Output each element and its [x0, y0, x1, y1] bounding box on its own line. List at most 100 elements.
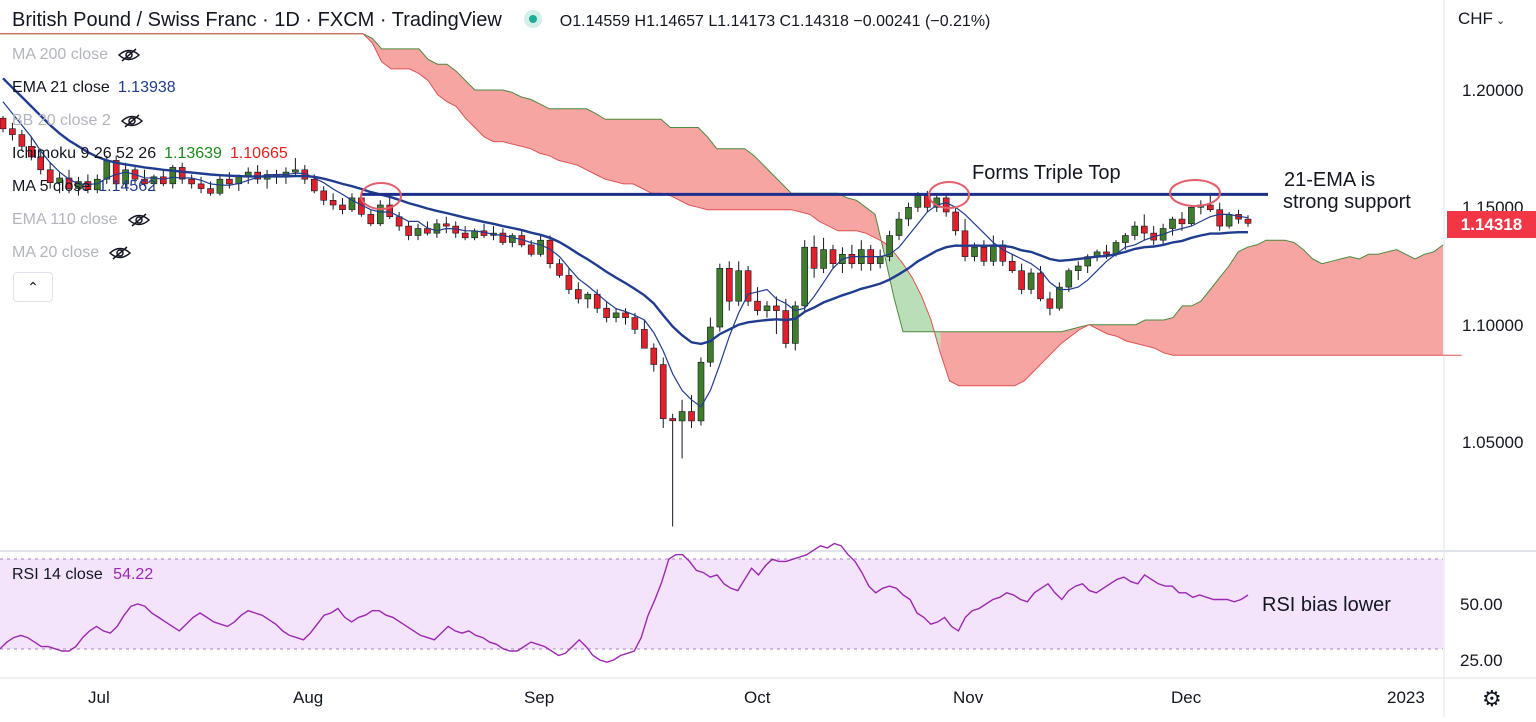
rsi-legend[interactable]: RSI 14 close 54.22 — [12, 566, 153, 584]
candle-down — [84, 181, 92, 190]
candle-up — [1131, 225, 1139, 236]
candle-up — [1225, 214, 1233, 227]
legend-row[interactable]: MA 200 close — [12, 46, 141, 64]
candle-up — [150, 176, 158, 185]
legend-row[interactable]: BB 20 close 2 — [12, 112, 143, 130]
candle-down — [1008, 260, 1016, 271]
candle-down — [725, 267, 733, 302]
time-tick: Sep — [524, 688, 555, 707]
time-tick: Jul — [88, 688, 110, 707]
candle-up — [1027, 272, 1035, 290]
candle-down — [0, 117, 7, 130]
candle-up — [433, 223, 441, 234]
legend-label: MA 200 close — [12, 46, 109, 63]
collapse-legend-button[interactable]: ⌃ — [13, 272, 53, 302]
hidden-eye-icon[interactable] — [120, 114, 143, 128]
candle-up — [1169, 218, 1176, 229]
candle-down — [1207, 204, 1214, 210]
annotation-rsi: RSI bias lower — [1262, 594, 1391, 616]
candle-down — [942, 197, 950, 213]
currency-label: CHF — [1458, 9, 1493, 28]
candle-down — [197, 183, 205, 189]
ohlc-close: C1.14318 — [779, 13, 849, 30]
candle-down — [310, 178, 318, 192]
currency-selector[interactable]: CHF ⌄ — [1458, 9, 1505, 29]
candle-down — [565, 275, 573, 290]
candle-down — [782, 310, 790, 344]
candle-up — [791, 305, 799, 344]
hidden-eye-icon[interactable] — [118, 48, 141, 62]
candle-up — [1056, 286, 1063, 309]
market-status-icon — [523, 10, 542, 29]
candle-up — [914, 195, 922, 208]
candle-up — [292, 169, 299, 173]
annotation-ema-line2: strong support — [1283, 191, 1411, 213]
candle-up — [876, 256, 884, 264]
cloud-bearish — [940, 240, 1443, 386]
candle-down — [320, 190, 328, 201]
candle-down — [603, 307, 610, 318]
cloud-bullish — [884, 242, 941, 353]
legend-value: 1.10665 — [229, 145, 288, 162]
top-marker-circle — [928, 181, 970, 209]
candle-down — [556, 263, 563, 276]
rsi-legend-value: 54.22 — [113, 566, 154, 583]
legend-row[interactable]: EMA 21 close 1.13938 — [12, 79, 176, 97]
candle-up — [471, 230, 478, 239]
candle-down — [37, 156, 45, 171]
candle-up — [56, 177, 63, 183]
candle-up — [216, 178, 224, 194]
candle-down — [18, 134, 26, 147]
candle-up — [169, 167, 177, 185]
time-tick: 2023 — [1387, 688, 1425, 707]
candle-down — [744, 270, 752, 302]
hidden-eye-icon[interactable] — [127, 213, 150, 227]
candle-down — [65, 177, 73, 189]
candle-down — [574, 289, 582, 300]
candle-up — [716, 267, 724, 328]
candle-up — [537, 239, 544, 255]
time-tick: Nov — [953, 688, 984, 707]
rsi-tick: 25.00 — [1460, 651, 1503, 670]
candle-down — [1037, 272, 1044, 300]
candle-down — [641, 329, 648, 349]
legend-row[interactable]: EMA 110 close — [12, 211, 150, 229]
candle-down — [1103, 251, 1110, 255]
candle-down — [141, 178, 148, 185]
gear-icon[interactable]: ⚙ — [1482, 686, 1502, 711]
candle-down — [1141, 225, 1148, 234]
candle-down — [829, 249, 837, 265]
price-tick: 1.05000 — [1462, 433, 1524, 452]
legend-row[interactable]: MA 5 close 1.14562 — [12, 178, 156, 196]
candle-down — [46, 169, 54, 184]
last-price-label: 1.14318 — [1447, 211, 1536, 238]
candle-up — [971, 246, 978, 257]
ohlc-high: H1.14657 — [634, 13, 704, 30]
candle-up — [103, 160, 111, 180]
candle-down — [659, 364, 667, 419]
annotation-ema-line1: 21-EMA is — [1284, 169, 1376, 191]
legend-label: Ichimoku 9 26 52 26 — [12, 145, 157, 162]
candle-up — [584, 293, 592, 300]
symbol-title[interactable]: British Pound / Swiss Franc · 1D · FXCM … — [12, 9, 502, 31]
legend-value: 1.13639 — [164, 145, 222, 162]
candle-down — [1046, 298, 1054, 309]
legend-row[interactable]: Ichimoku 9 26 52 26 1.13639 1.10665 — [12, 145, 288, 163]
price-tick: 1.20000 — [1462, 81, 1524, 100]
legend-row[interactable]: MA 20 close — [12, 244, 132, 262]
rsi-tick: 50.00 — [1460, 595, 1503, 614]
hidden-eye-icon[interactable] — [109, 246, 132, 260]
candle-down — [1244, 218, 1252, 224]
price-tick: 1.10000 — [1462, 316, 1524, 335]
candle-down — [754, 300, 761, 311]
candle-down — [226, 178, 233, 185]
candle-down — [442, 223, 450, 227]
ohlc-open: O1.14559 — [559, 13, 631, 30]
candle-down — [848, 254, 856, 265]
top-marker-circle — [1169, 179, 1221, 207]
candle-up — [1074, 265, 1082, 271]
candle-down — [405, 225, 412, 236]
candle-down — [367, 214, 375, 225]
